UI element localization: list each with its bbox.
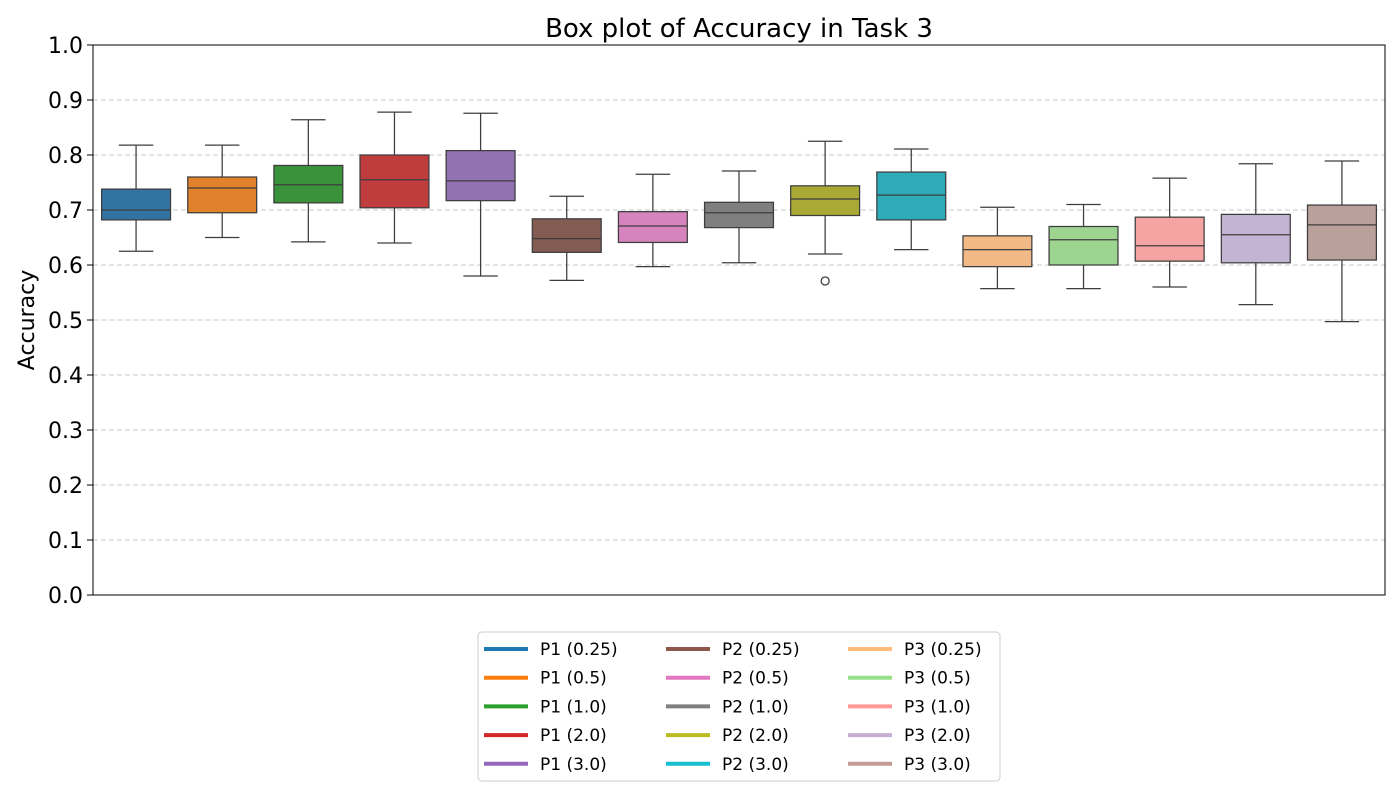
legend-label: P1 (0.5) [540,669,607,689]
box-iqr [1134,216,1205,262]
box-iqr [1048,225,1119,266]
box-iqr [359,154,430,209]
legend-item-14: P3 (2.0) [848,726,971,746]
box-12 [1048,203,1119,290]
legend-item-2: P1 (0.5) [484,669,607,689]
box-iqr [876,171,947,221]
box-iqr [703,201,775,229]
legend-label: P2 (1.0) [722,697,789,717]
box-4 [359,111,430,244]
box-9 [790,140,861,286]
chart-title: Box plot of Accuracy in Task 3 [545,14,933,44]
legend-item-5: P1 (3.0) [484,755,607,775]
legend-item-10: P2 (3.0) [666,755,789,775]
box-5 [445,112,516,277]
legend-label: P2 (0.5) [722,669,789,689]
y-tick-label: 0.1 [48,529,83,554]
legend-item-15: P3 (3.0) [848,755,971,775]
plot-frame [92,44,1386,596]
box-3 [273,119,344,243]
box-1 [100,144,172,252]
legend-item-6: P2 (0.25) [666,640,800,660]
legend-item-3: P1 (1.0) [484,697,607,717]
legend-label: P3 (2.0) [904,726,971,746]
legend-item-11: P3 (0.25) [848,640,982,660]
y-tick-label: 1.0 [48,34,83,59]
box-10 [876,148,947,251]
box-14 [1220,163,1291,306]
box-11 [962,206,1033,290]
box-iqr [445,149,516,202]
y-axis-label: Accuracy [15,270,40,370]
legend-label: P3 (3.0) [904,755,971,775]
box-6 [531,195,602,282]
y-tick-label: 0.4 [48,364,83,389]
box-13 [1134,177,1205,288]
y-tick-label: 0.5 [48,309,83,334]
box-iqr [962,235,1033,268]
legend-item-4: P1 (2.0) [484,726,607,746]
legend-label: P1 (1.0) [540,697,607,717]
legend-label: P2 (2.0) [722,726,789,746]
box-iqr [531,218,602,253]
legend-item-13: P3 (1.0) [848,697,971,717]
legend-item-12: P3 (0.5) [848,669,971,689]
box-iqr [1220,213,1291,264]
legend-label: P3 (1.0) [904,697,971,717]
box-2 [187,144,258,239]
y-tick-label: 0.6 [48,254,83,279]
y-tick-label: 0.0 [48,584,83,609]
legend-label: P2 (0.25) [722,640,800,660]
legend-label: P3 (0.5) [904,669,971,689]
y-tick-label: 0.9 [48,89,83,114]
y-axis-ticks: 0.0 0.1 0.2 0.3 0.4 0.5 0.6 0.7 0.8 0.9 1.0 [48,34,93,609]
legend-label: P2 (3.0) [722,755,789,775]
y-tick-label: 0.3 [48,419,83,444]
y-tick-label: 0.8 [48,144,83,169]
legend-label: P1 (3.0) [540,755,607,775]
legend: P1 (0.25) P1 (0.5) P1 (1.0) P1 (2.0) P1 (3.0… [477,631,1001,782]
outlier-point [820,276,830,286]
box-8 [703,170,775,264]
y-tick-label: 0.2 [48,474,83,499]
legend-item-9: P2 (2.0) [666,726,789,746]
box-15 [1306,160,1378,323]
box-7 [617,173,688,268]
box-series-group [100,111,1378,323]
legend-label: P1 (2.0) [540,726,607,746]
box-iqr [617,211,688,244]
box-iqr [1306,204,1378,261]
legend-label: P3 (0.25) [904,640,982,660]
legend-frame [477,631,1001,782]
legend-label: P1 (0.25) [540,640,618,660]
legend-item-1: P1 (0.25) [484,640,618,660]
legend-item-7: P2 (0.5) [666,669,789,689]
y-tick-label: 0.7 [48,199,83,224]
box-iqr [187,176,258,214]
box-iqr [790,185,861,217]
box-iqr [100,188,172,221]
legend-item-8: P2 (1.0) [666,697,789,717]
